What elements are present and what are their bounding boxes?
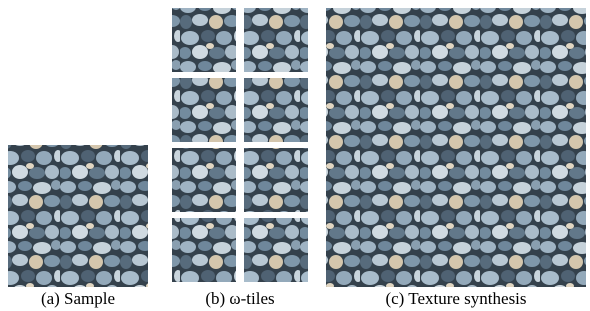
- tile-image: [172, 218, 236, 282]
- caption: (b) ω-tiles: [205, 289, 274, 308]
- tile-image: [172, 8, 236, 72]
- tile-image: [244, 218, 308, 282]
- tile-image: [244, 8, 308, 72]
- caption: (c) Texture synthesis: [385, 289, 526, 308]
- caption: (a) Sample: [41, 289, 115, 308]
- synthesis-image: [326, 8, 586, 287]
- tile-grid: [172, 8, 308, 282]
- tile-image: [172, 78, 236, 142]
- tile-image: [244, 78, 308, 142]
- tile-image: [244, 148, 308, 212]
- sample-image: [8, 145, 148, 287]
- tile-image: [172, 148, 236, 212]
- figure: (a) Sample (b) ω-tiles (c) Texture synth…: [0, 0, 590, 311]
